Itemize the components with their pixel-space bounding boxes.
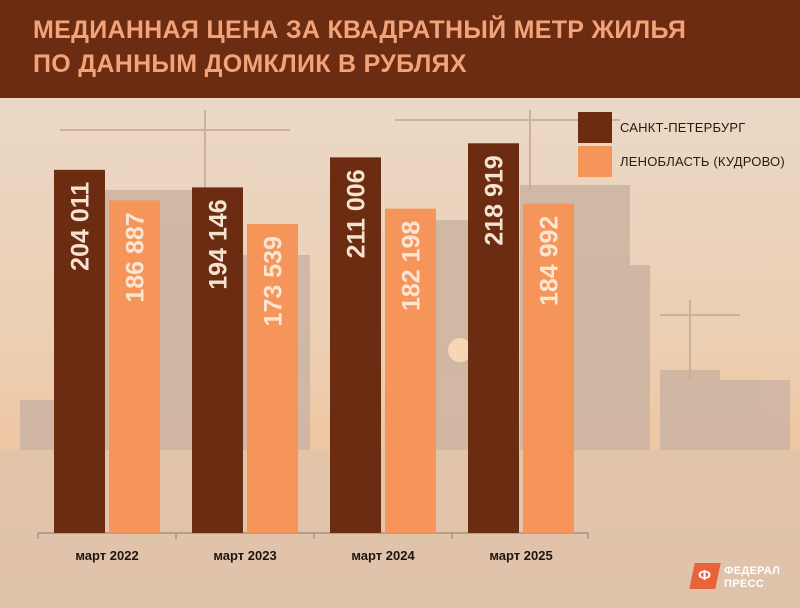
- bar-lenobl-3: [523, 203, 574, 533]
- legend-swatch-spb: [578, 112, 612, 143]
- bar-value-label-spb-1: 194 146: [205, 199, 233, 289]
- bar-value-label-lenobl-2: 182 198: [398, 221, 426, 311]
- x-tick-label-0: март 2022: [75, 548, 138, 563]
- federalpress-logo: Ф ФЕДЕРАЛ ПРЕСС: [689, 560, 780, 592]
- legend-label-spb: САНКТ-ПЕТЕРБУРГ: [620, 120, 746, 135]
- bar-value-label-lenobl-1: 173 539: [260, 236, 288, 326]
- x-tick-label-2: март 2024: [351, 548, 415, 563]
- bar-value-label-spb-2: 211 006: [343, 169, 371, 258]
- chart-title-line-1: МЕДИАННАЯ ЦЕНА ЗА КВАДРАТНЫЙ МЕТР ЖИЛЬЯ: [33, 16, 687, 44]
- bar-value-label-spb-0: 204 011: [67, 182, 95, 271]
- logo-text-line-2: ПРЕСС: [724, 578, 764, 590]
- logo-text-line-1: ФЕДЕРАЛ: [724, 565, 781, 577]
- bar-lenobl-1: [247, 224, 298, 533]
- x-tick-label-3: март 2025: [489, 548, 552, 563]
- x-tick-label-1: март 2023: [213, 548, 276, 563]
- bar-value-label-lenobl-3: 184 992: [536, 216, 564, 306]
- logo-mark-icon: Ф: [689, 563, 721, 589]
- bar-value-label-lenobl-0: 186 887: [122, 212, 150, 302]
- chart-title-line-2: ПО ДАННЫМ ДОМКЛИК В РУБЛЯХ: [33, 50, 467, 78]
- legend-label-lenobl: ЛЕНОБЛАСТЬ (КУДРОВО): [620, 154, 785, 169]
- legend-swatch-lenobl: [578, 146, 612, 177]
- bar-spb-1: [192, 187, 243, 533]
- header-banner: МЕДИАННАЯ ЦЕНА ЗА КВАДРАТНЫЙ МЕТР ЖИЛЬЯ …: [0, 0, 800, 98]
- bar-lenobl-0: [109, 200, 160, 534]
- bar-lenobl-2: [385, 208, 436, 534]
- bar-spb-2: [330, 157, 381, 534]
- bar-spb-3: [468, 143, 519, 533]
- bar-value-label-spb-3: 218 919: [481, 155, 509, 245]
- bar-spb-0: [54, 169, 105, 533]
